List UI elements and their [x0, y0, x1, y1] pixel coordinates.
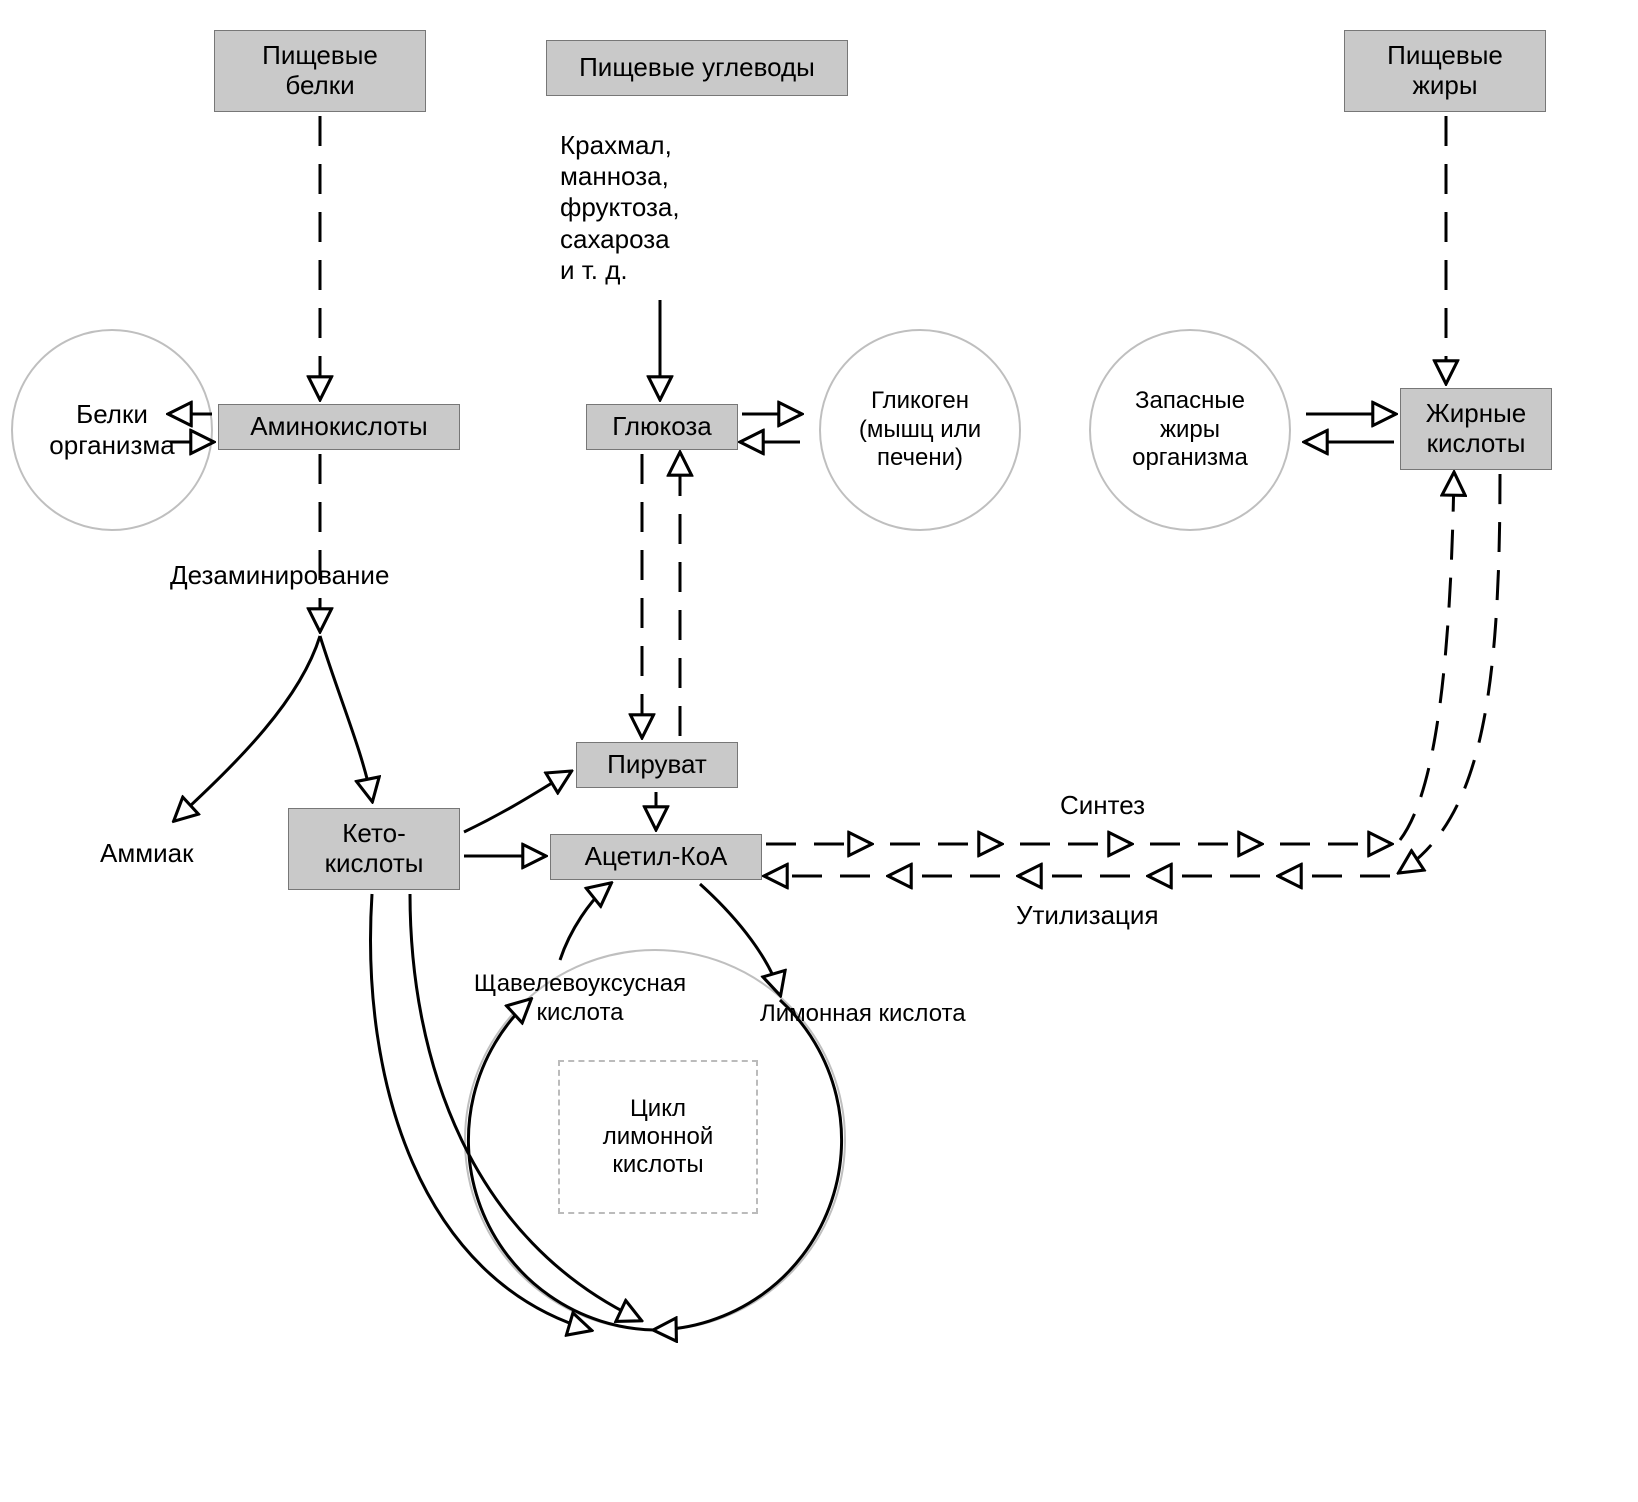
label-citric: Лимонная кислота [760, 1000, 1060, 1029]
box-proteins: Пищевыебелки [214, 30, 426, 112]
box-amino: Аминокислоты [218, 404, 460, 450]
label-deamin: Дезаминирование [170, 560, 470, 591]
label-oxalo: Щавелевоуксуснаякислота [430, 970, 730, 1028]
cycle-label-box: Цикллимоннойкислоты [558, 1060, 758, 1214]
arrow-deamin-keto [320, 636, 372, 800]
box-fats: Пищевыежиры [1344, 30, 1546, 112]
arrow-keto-pyruvate [464, 772, 570, 832]
diagram-stage: Белкиорганизма Гликоген(мышц илипечени) За… [0, 0, 1638, 1502]
arrow-synth-fatty-up [1400, 474, 1454, 840]
arrow-deamin-ammonia [175, 636, 320, 820]
arrow-oxalo-acetyl [560, 884, 610, 960]
box-glucose: Глюкоза [586, 404, 738, 450]
circle-body_prot: Белкиорганизма [20, 338, 204, 522]
label-ammonia: Аммиак [100, 838, 260, 869]
box-keto: Кето-кислоты [288, 808, 460, 890]
arrow-fatty-util-down [1400, 474, 1500, 872]
circle-glycogen: Гликоген(мышц илипечени) [828, 338, 1012, 522]
circle-body_fat: Запасныежирыорганизма [1098, 338, 1282, 522]
box-carbs: Пищевые углеводы [546, 40, 848, 96]
box-acetyl: Ацетил-КоА [550, 834, 762, 880]
label-synth: Синтез [1060, 790, 1220, 821]
label-util: Утилизация [1016, 900, 1216, 931]
label-sugars: Крахмал,манноза,фруктоза,сахарозаи т. д. [560, 130, 820, 286]
box-fatty: Жирныекислоты [1400, 388, 1552, 470]
box-pyruvate: Пируват [576, 742, 738, 788]
